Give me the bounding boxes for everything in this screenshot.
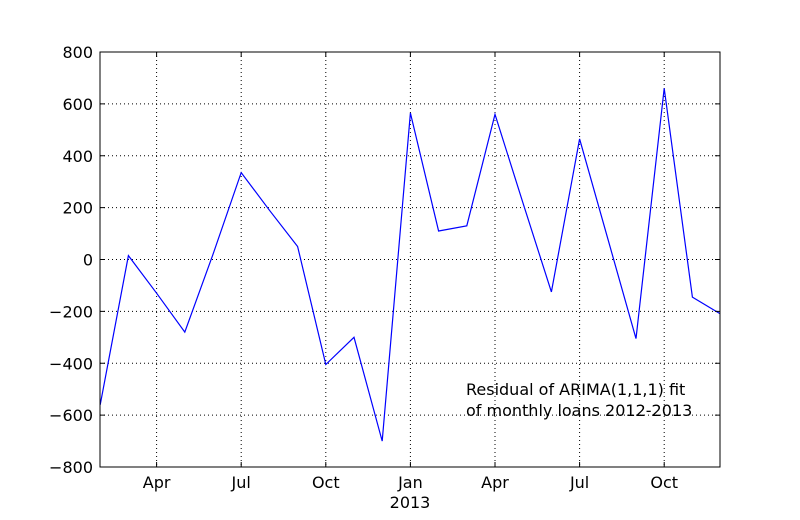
x-tick-label: Oct (650, 473, 678, 492)
y-tick-label: −800 (49, 458, 93, 477)
grid-lines (100, 52, 720, 467)
x-tick-label: Apr (481, 473, 509, 492)
annotation-line-2: of monthly loans 2012-2013 (466, 401, 692, 420)
y-tick-labels: 800 600 400 200 0 −200 −400 −600 −800 (49, 43, 93, 477)
series-layer (100, 88, 720, 442)
x-tick-labels: Apr Jul Oct Jan Apr Jul Oct (143, 473, 678, 492)
x-year-label: 2013 (390, 493, 431, 512)
x-tick-label: Oct (312, 473, 340, 492)
y-tick-label: −600 (49, 406, 93, 425)
y-tick-label: 800 (62, 43, 93, 62)
y-tick-label: 0 (83, 251, 93, 270)
y-tick-label: −400 (49, 354, 93, 373)
axis-ticks (100, 51, 720, 468)
residual-series-line (100, 88, 720, 442)
y-tick-label: 600 (62, 95, 93, 114)
annotation-line-1: Residual of ARIMA(1,1,1) fit (466, 380, 685, 399)
y-tick-label: 200 (62, 199, 93, 218)
x-tick-label: Jan (397, 473, 423, 492)
y-tick-label: −200 (49, 302, 93, 321)
x-tick-label: Apr (143, 473, 171, 492)
y-tick-label: 400 (62, 147, 93, 166)
x-tick-label: Jul (231, 473, 251, 492)
x-tick-label: Jul (569, 473, 589, 492)
